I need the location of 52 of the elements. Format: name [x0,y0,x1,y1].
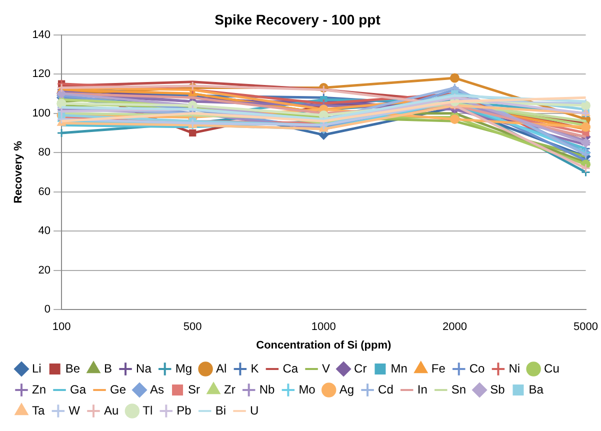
legend-label: Nb [259,382,276,396]
legend-label: In [417,382,428,396]
legend-label: Zr [224,382,236,396]
legend-label: Cd [378,382,394,396]
legend-label: Ba [528,382,544,396]
legend-label: Ge [110,382,126,396]
y-tick-label: 140 [32,28,51,41]
legend-label: Fe [431,361,446,376]
chart-title: Spike Recovery - 100 ppt [214,11,381,28]
x-tick-label: 2000 [442,321,467,334]
x-tick-label: 5000 [574,321,598,334]
legend-label: V [322,361,330,376]
y-tick-label: 100 [32,107,51,120]
x-tick-label: 100 [52,321,71,334]
y-tick-label: 40 [38,225,51,238]
legend-label: As [150,382,164,396]
y-tick-label: 120 [32,68,51,80]
legend-label: Mn [390,361,408,376]
legend-label: Ta [32,403,45,418]
legend-label: B [104,361,112,376]
y-tick-label: 20 [38,264,51,276]
legend-label: Zn [32,382,46,396]
legend-label: Ni [508,361,520,376]
legend-label: Ca [282,361,298,376]
legend-label: W [68,403,81,418]
legend-label: Li [32,361,42,376]
legend-label: Ga [70,382,86,396]
legend-label: U [250,403,259,418]
legend-label: Sb [490,382,506,396]
y-tick-label: 80 [38,146,51,159]
legend-label: Bi [215,403,226,418]
y-axis-title: Recovery % [12,140,25,204]
legend-label: K [250,361,259,376]
legend-label: Ag [339,382,354,396]
y-tick-label: 0 [44,304,51,316]
legend-label: Co [469,361,486,376]
legend-label: Na [136,361,152,376]
legend-label: Mo [298,382,316,396]
legend-label: Be [65,361,80,376]
y-tick-label: 60 [38,186,51,198]
legend-label: Mg [175,361,192,376]
legend-label: Sr [188,382,200,396]
legend-label: Cr [354,361,367,376]
legend-label: Pb [176,403,192,418]
x-tick-label: 1000 [311,321,336,334]
legend-label: Tl [142,403,153,418]
legend-label: Au [104,403,119,418]
legend-label: Sn [451,382,466,396]
legend-label: Al [216,361,227,376]
x-tick-label: 500 [183,321,202,334]
legend-label: Cu [544,361,560,376]
x-axis-title: Concentration of Si (ppm) [256,339,392,352]
